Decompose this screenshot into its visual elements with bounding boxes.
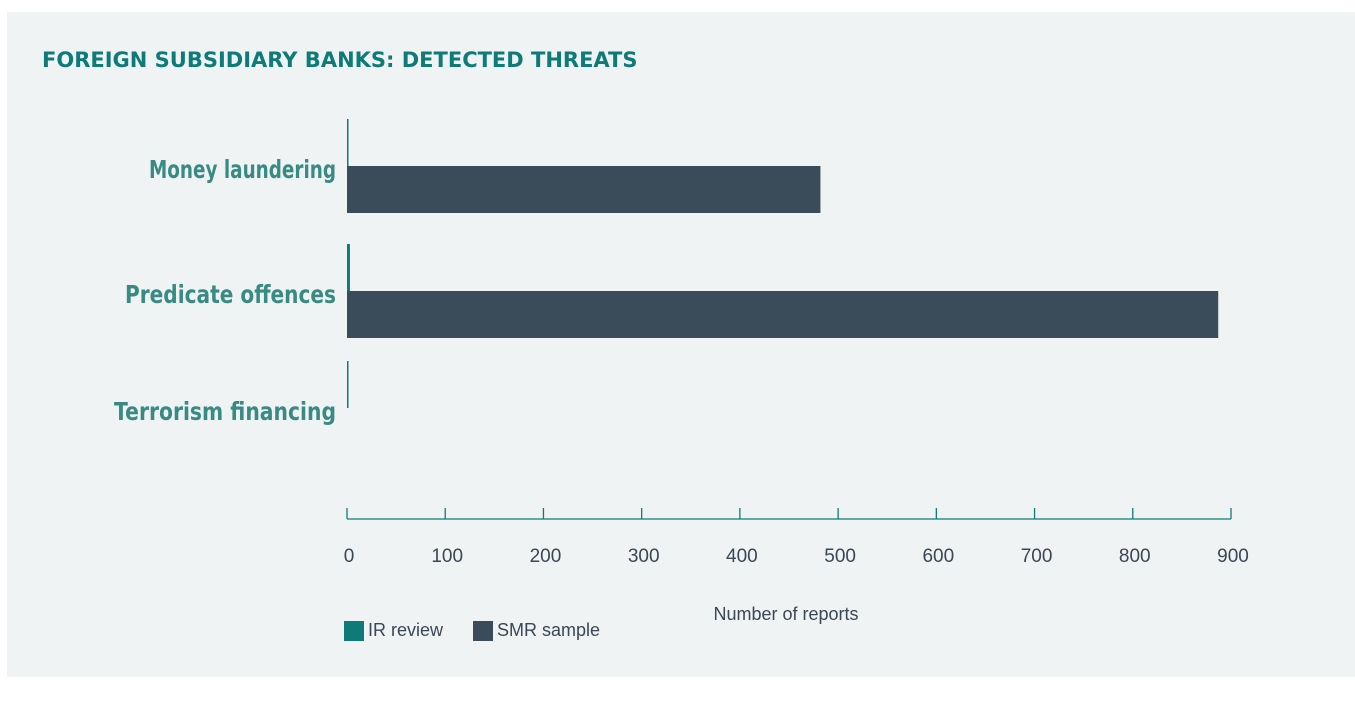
x-tick-label-0: 0 <box>344 546 355 567</box>
chart-title: FOREIGN SUBSIDIARY BANKS: DETECTED THREA… <box>42 48 638 72</box>
category-label-terrorism-financing: Terrorism financing <box>114 397 336 426</box>
bar-ir-review-predicate-offences <box>347 244 350 291</box>
bar-smr-sample-predicate-offences <box>347 291 1219 338</box>
bar-ir-review-money-laundering <box>347 119 349 166</box>
x-tick-label-900: 900 <box>1217 546 1249 567</box>
legend-label-smr-sample: SMR sample <box>497 620 601 640</box>
x-tick-label-100: 100 <box>431 546 463 567</box>
category-label-money-laundering: Money laundering <box>149 155 336 184</box>
x-tick-label-500: 500 <box>824 546 856 567</box>
x-tick-label-200: 200 <box>530 546 562 567</box>
legend-item-ir-review: IR review <box>344 620 443 641</box>
category-label-predicate-offences: Predicate offences <box>125 280 336 309</box>
legend-swatch-ir-review <box>344 620 364 641</box>
x-tick-label-700: 700 <box>1021 546 1053 567</box>
legend-item-smr-sample: SMR sample <box>473 620 600 641</box>
bar-ir-review-terrorism-financing <box>347 361 349 408</box>
bars-layer <box>347 119 1219 408</box>
x-axis-label: Number of reports <box>713 604 858 624</box>
bar-smr-sample-money-laundering <box>347 166 821 213</box>
legend-label-ir-review: IR review <box>368 620 444 640</box>
category-labels-layer: Money laundering Predicate offences Terror… <box>114 155 336 426</box>
x-tick-label-600: 600 <box>922 546 954 567</box>
legend: IR review SMR sample <box>344 620 630 641</box>
x-tick-label-300: 300 <box>628 546 660 567</box>
legend-swatch-smr-sample <box>473 620 494 641</box>
x-tick-label-400: 400 <box>726 546 758 567</box>
x-axis: 0 100 200 300 400 500 600 700 800 900 <box>344 508 1249 567</box>
chart-panel <box>7 12 1355 677</box>
x-tick-label-800: 800 <box>1119 546 1151 567</box>
